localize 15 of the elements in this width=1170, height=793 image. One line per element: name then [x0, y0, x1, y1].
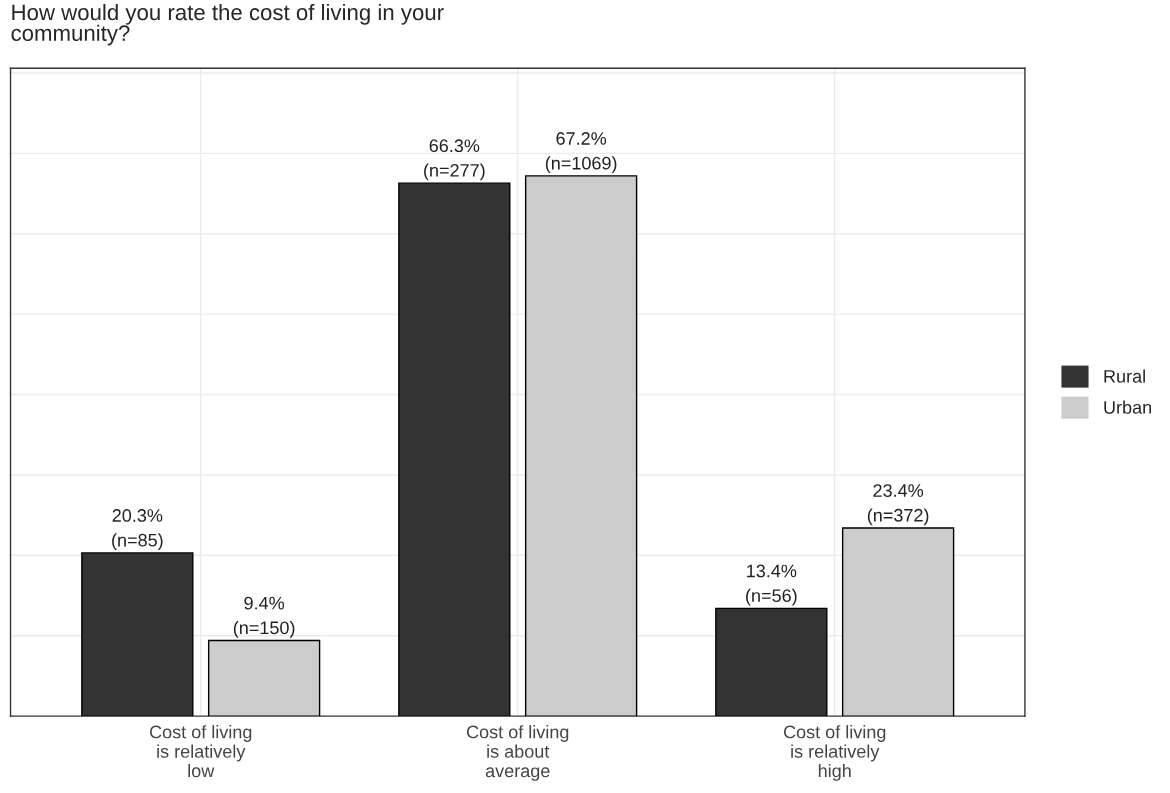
- data-label: 9.4% (n=150): [233, 596, 295, 638]
- x-tick-label: Cost of living is relatively low: [149, 725, 252, 778]
- data-label: 20.3% (n=85): [112, 509, 163, 551]
- chart-title: How would you rate the cost of living in your community?: [11, 3, 444, 46]
- bar: [524, 175, 638, 717]
- data-label: 13.4% (n=56): [746, 564, 797, 606]
- data-label: 66.3% (n=277): [424, 139, 485, 181]
- legend-label: Urban: [1104, 400, 1151, 414]
- bar: [207, 639, 321, 717]
- x-tick-label: Cost of living is about average: [466, 725, 569, 781]
- data-label: 67.2% (n=1069): [545, 132, 617, 174]
- legend-label: Rural: [1104, 369, 1145, 383]
- bar: [841, 527, 955, 717]
- data-label: 23.4% (n=372): [867, 484, 929, 526]
- x-tick-label: Cost of living is relatively high: [783, 725, 886, 781]
